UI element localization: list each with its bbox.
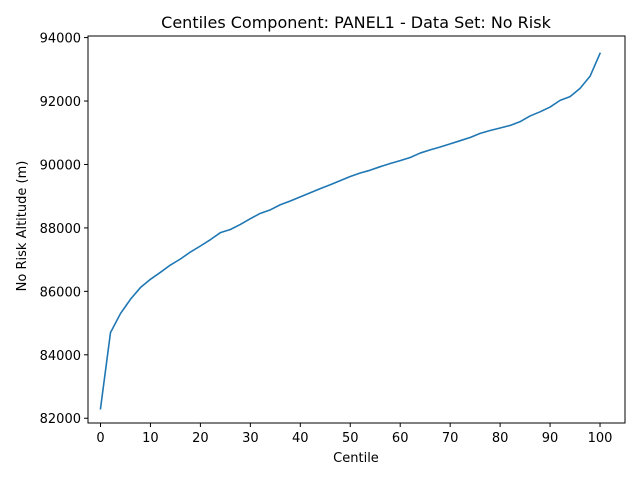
x-tick-label: 20: [192, 431, 209, 446]
x-tick-label: 60: [392, 431, 409, 446]
x-tick-label: 100: [588, 431, 613, 446]
y-tick-label: 92000: [40, 95, 81, 110]
y-tick-label: 90000: [40, 158, 81, 173]
series-line: [99, 52, 602, 410]
chart-title: Centiles Component: PANEL1 - Data Set: N…: [161, 13, 551, 32]
y-tick-label: 86000: [40, 285, 81, 300]
y-tick-label: 94000: [40, 32, 81, 47]
axes-frame: [87, 35, 626, 424]
x-tick-label: 30: [242, 431, 259, 446]
y-axis-label: No Risk Altitude (m): [15, 161, 30, 292]
y-tick-label: 88000: [40, 222, 81, 237]
y-axis: 82000 84000 86000 88000 90000 92000 94000: [40, 32, 88, 427]
x-tick-label: 50: [342, 431, 359, 446]
x-tick-label: 40: [292, 431, 309, 446]
x-tick-label: 80: [492, 431, 509, 446]
x-tick-label: 90: [542, 431, 559, 446]
plot-area: [87, 35, 626, 424]
x-tick-label: 10: [142, 431, 159, 446]
x-tick-label: 70: [442, 431, 459, 446]
x-tick-label: 0: [96, 431, 104, 446]
x-axis-label: Centile: [333, 451, 379, 466]
y-tick-label: 84000: [40, 349, 81, 364]
x-axis: 0 10 20 30 40 50 60 70 80 90 100: [96, 423, 612, 446]
y-tick-label: 82000: [40, 412, 81, 427]
